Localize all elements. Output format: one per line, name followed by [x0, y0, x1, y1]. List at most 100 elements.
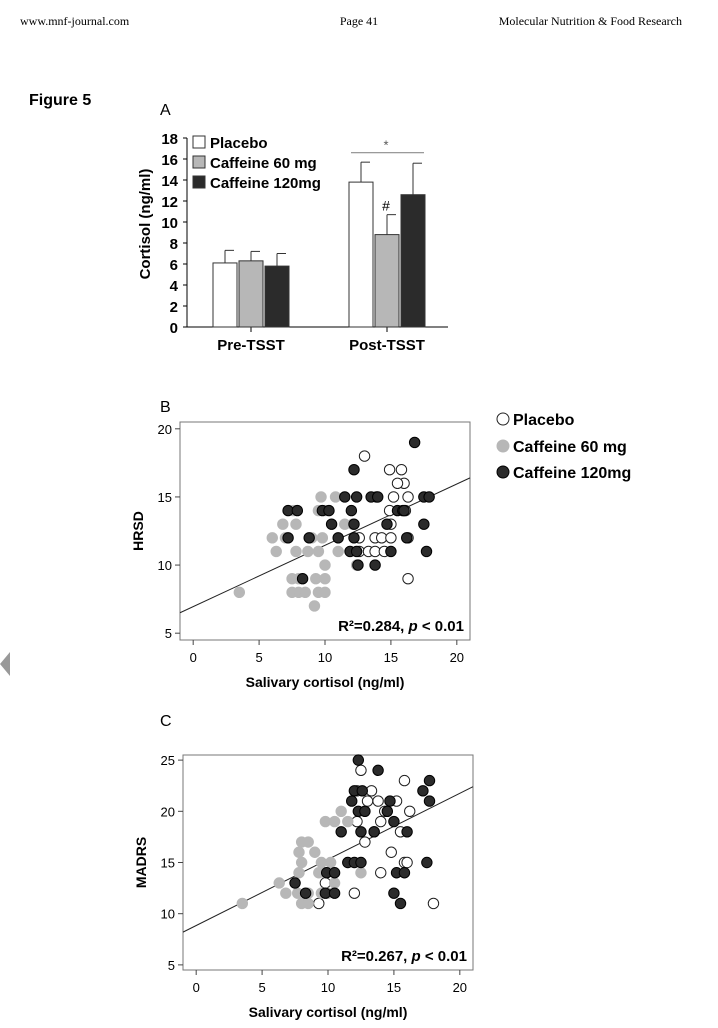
- panel-b-ytick-label: 5: [165, 626, 172, 641]
- panel-b-point-caffeine-60: [277, 518, 289, 530]
- panel-b-point-caffeine-120: [303, 532, 315, 544]
- panel-a-legend-swatch-caffeine-60: [192, 155, 206, 169]
- panel-c-xtick-label: 15: [387, 980, 401, 995]
- panel-c-point-caffeine-60: [328, 877, 341, 889]
- panel-c-point-placebo: [372, 795, 384, 807]
- panel-a-significance-star: *: [383, 138, 388, 153]
- panel-b-point-caffeine-120: [385, 545, 397, 558]
- panel-c-ytick-label: 20: [161, 804, 175, 819]
- panel-c-point-caffeine-120: [394, 897, 407, 910]
- left-edge-marker-icon: [0, 652, 10, 676]
- panel-c-p-symbol: p: [411, 948, 421, 965]
- panel-b-point-caffeine-120: [350, 491, 363, 503]
- panel-b-point-caffeine-60: [332, 545, 344, 558]
- panel-b-point-placebo: [383, 463, 396, 476]
- panel-b-point-caffeine-120: [350, 545, 363, 558]
- panel-b-point-caffeine-120: [332, 532, 344, 544]
- panel-b-point-caffeine-120: [352, 559, 364, 571]
- panel-c-point-caffeine-120: [335, 826, 347, 838]
- panel-b-point-caffeine-120: [418, 518, 430, 530]
- panel-b-label: B: [160, 399, 171, 416]
- panel-a-ytick-label: 8: [170, 236, 178, 253]
- panel-c-point-caffeine-120: [299, 887, 312, 899]
- panel-a-ytick-label: 18: [161, 131, 178, 148]
- panel-b-legend-marker-caffeine-120: [496, 465, 510, 479]
- panel-c-point-caffeine-60: [302, 897, 314, 910]
- panel-a-ytick-label: 14: [161, 173, 178, 190]
- panel-a-bar-placebo: [348, 181, 374, 328]
- panel-b-point-caffeine-120: [348, 532, 360, 544]
- panel-c-point-caffeine-120: [401, 826, 413, 838]
- header-page-number: Page 41: [339, 14, 379, 28]
- panel-b-xtick-label: 5: [255, 650, 262, 665]
- panel-c-point-caffeine-120: [388, 887, 400, 899]
- panel-b-point-caffeine-120: [381, 518, 393, 530]
- panel-b-xtick-label: 20: [450, 650, 464, 665]
- panel-c-point-caffeine-60: [309, 846, 321, 858]
- panel-a-bar-caffeine-60: [238, 260, 264, 328]
- panel-c-point-placebo: [359, 836, 371, 848]
- panel-a-ylabel: Cortisol (ng/ml): [137, 169, 154, 280]
- panel-c-xtick-label: 20: [453, 980, 467, 995]
- panel-b-point-caffeine-120: [339, 491, 351, 503]
- panel-a-ytick-label: 2: [170, 299, 178, 316]
- header-journal-name: Molecular Nutrition & Food Research: [498, 14, 682, 28]
- panel-c-point-caffeine-60: [293, 867, 305, 879]
- panel-b-xtick-label: 10: [318, 650, 332, 665]
- panel-b-point-caffeine-120: [345, 504, 358, 517]
- panel-c-point-caffeine-60: [295, 856, 308, 869]
- panel-c-point-caffeine-120: [359, 805, 371, 818]
- panel-b-point-caffeine-120: [398, 504, 410, 517]
- panel-c-xtick-label: 0: [193, 980, 200, 995]
- panel-c-point-caffeine-120: [372, 764, 384, 777]
- panel-c-label: C: [160, 713, 172, 730]
- panel-b-point-caffeine-60: [290, 518, 302, 530]
- panel-a-legend-label-caffeine-60: Caffeine 60 mg: [210, 155, 317, 172]
- panel-b-xlabel: Salivary cortisol (ng/ml): [246, 674, 405, 690]
- panel-a-legend-label-placebo: Placebo: [210, 135, 268, 152]
- panel-b-point-caffeine-120: [348, 463, 360, 476]
- panel-a-category-label: Pre-TSST: [217, 337, 285, 354]
- panel-b-point-caffeine-120: [282, 532, 294, 544]
- panel-c-point-caffeine-120: [398, 867, 411, 879]
- panel-b-ytick-label: 20: [158, 422, 172, 437]
- panel-b-point-caffeine-120: [420, 545, 433, 558]
- panel-b-point-placebo: [358, 450, 371, 462]
- panel-c-point-placebo: [375, 867, 387, 879]
- panel-b-ytick-label: 15: [158, 490, 172, 505]
- panel-c-point-caffeine-120: [355, 856, 367, 869]
- panel-c-point-caffeine-60: [273, 877, 285, 889]
- panel-c-point-placebo: [375, 815, 387, 828]
- panel-c-point-caffeine-120: [289, 877, 301, 889]
- panel-label-a: A: [160, 102, 171, 119]
- panel-b-point-placebo: [402, 572, 414, 585]
- panel-c-point-placebo: [313, 897, 325, 910]
- panel-c-point-caffeine-60: [355, 867, 367, 879]
- panel-b-p-symbol: p: [408, 618, 418, 635]
- panel-a-bar-caffeine-120: [264, 265, 290, 328]
- panel-a-bar-caffeine-120: [400, 194, 426, 328]
- panel-a-ytick-label: 10: [161, 215, 178, 232]
- panel-c-ytick-label: 15: [161, 856, 175, 871]
- panel-c-point-caffeine-120: [421, 856, 433, 869]
- panel-c-xtick-label: 10: [321, 980, 335, 995]
- panel-b-point-placebo: [385, 532, 397, 544]
- panel-b-legend-marker-caffeine-60: [496, 439, 510, 453]
- panel-c-point-placebo: [355, 764, 367, 777]
- panel-c-point-placebo: [404, 805, 416, 818]
- panel-c-point-caffeine-120: [368, 826, 380, 838]
- panel-c-ylabel: MADRS: [133, 837, 149, 888]
- header-journal-url: www.mnf-journal.com: [20, 14, 130, 28]
- panel-a-ytick-label: 16: [161, 152, 178, 169]
- panel-b-xtick-label: 0: [190, 650, 197, 665]
- panel-a-bar-placebo: [212, 262, 238, 328]
- panel-c-point-placebo: [427, 897, 440, 910]
- panel-a-legend-label-caffeine-120: Caffeine 120mg: [210, 175, 321, 192]
- panel-a-category-label: Post-TSST: [349, 337, 425, 354]
- panel-a-ytick-label: 6: [170, 257, 178, 274]
- panel-b-point-caffeine-60: [299, 586, 311, 599]
- panel-b-point-caffeine-120: [401, 532, 413, 544]
- panel-c-r2-text: R²=0.267,: [341, 948, 411, 965]
- panel-c-point-caffeine-60: [335, 805, 347, 818]
